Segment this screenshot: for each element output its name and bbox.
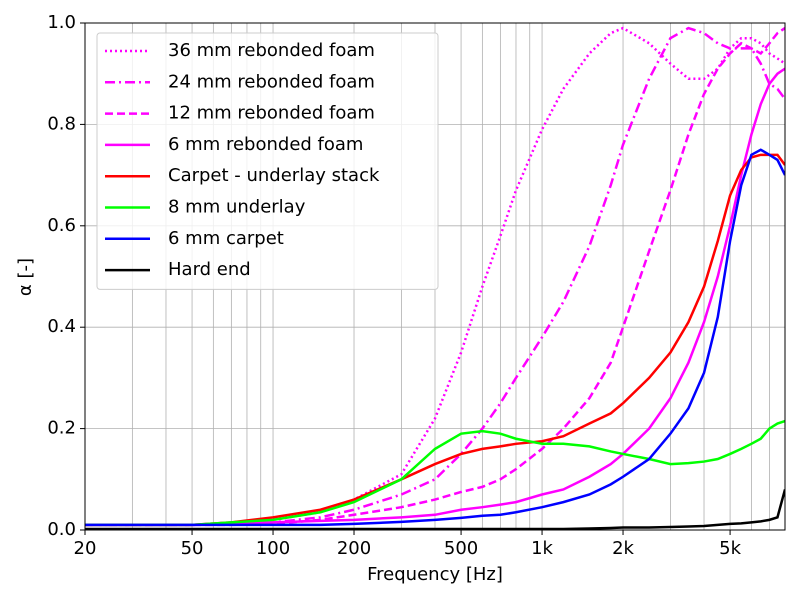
y-tick-label: 0.8 (47, 113, 76, 134)
legend-label: Hard end (168, 259, 251, 280)
y-tick-label: 0.2 (47, 418, 76, 439)
legend-label: 6 mm carpet (168, 228, 284, 249)
legend-label: 6 mm rebonded foam (168, 134, 363, 155)
series-line (85, 489, 785, 530)
legend-label: 36 mm rebonded foam (168, 40, 375, 61)
series-line (85, 26, 785, 527)
legend-box (96, 32, 439, 290)
y-tick-label: 1.0 (47, 12, 76, 33)
series-line (85, 419, 785, 527)
legend-label: 24 mm rebonded foam (168, 71, 375, 92)
legend-label: Carpet - underlay stack (168, 165, 380, 186)
x-tick-label: 50 (181, 538, 204, 559)
x-tick-label: 5k (719, 538, 741, 559)
series-line (85, 148, 785, 527)
x-axis-label: Frequency [Hz] (367, 564, 503, 585)
y-axis-label: α [-] (15, 258, 36, 296)
series-line (85, 27, 785, 527)
plot-frame (84, 22, 786, 531)
series-line (85, 153, 785, 527)
y-tick-label: 0.6 (47, 215, 76, 236)
x-tick-label: 1k (531, 538, 553, 559)
x-tick-label: 20 (74, 538, 97, 559)
x-tick-label: 200 (337, 538, 371, 559)
legend-label: 8 mm underlay (168, 197, 306, 218)
legend-label: 12 mm rebonded foam (168, 103, 375, 124)
x-tick-label: 100 (256, 538, 290, 559)
x-tick-label: 2k (612, 538, 634, 559)
x-tick-label: 500 (444, 538, 478, 559)
y-tick-label: 0.0 (47, 519, 76, 540)
y-tick-label: 0.4 (47, 316, 76, 337)
